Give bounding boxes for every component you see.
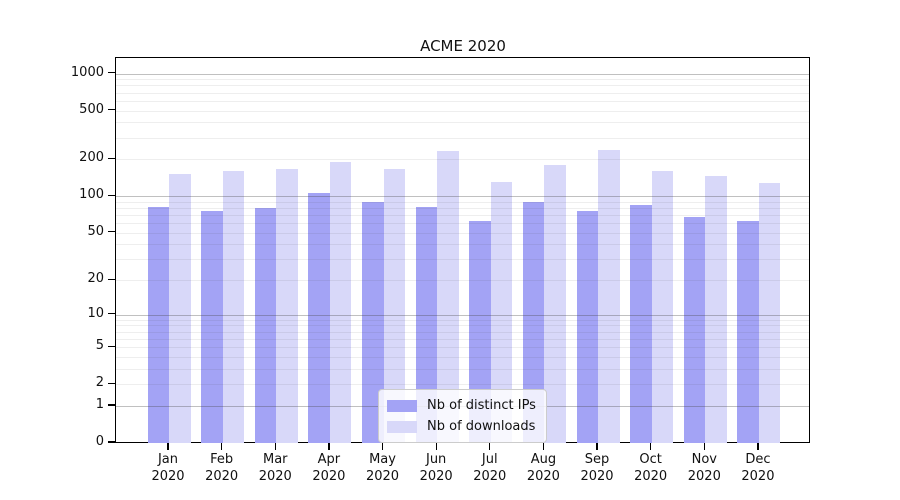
x-tick-label-nov: Nov 2020 xyxy=(687,452,721,484)
bar-downloads-nov xyxy=(705,175,727,443)
bar-distinct_ips-jun xyxy=(415,206,438,443)
y-tick-label-1000: 1000 xyxy=(70,64,104,80)
x-tick-label-aug: Aug 2020 xyxy=(526,452,560,484)
bar-distinct_ips-dec xyxy=(737,220,759,443)
y-tick-mark xyxy=(108,382,115,384)
y-tick-label-100: 100 xyxy=(79,187,104,203)
y-tick-label-20: 20 xyxy=(87,271,104,287)
bar-downloads-may xyxy=(383,168,406,443)
y-tick-mark xyxy=(108,441,115,443)
bars-layer xyxy=(116,58,809,443)
bar-downloads-dec xyxy=(758,183,781,443)
x-tick-label-may: May 2020 xyxy=(365,452,400,484)
bar-downloads-jan xyxy=(169,174,191,443)
y-tick-mark xyxy=(108,278,115,280)
distinct-ips-swatch-icon xyxy=(387,399,417,412)
x-tick-label-feb: Feb 2020 xyxy=(205,452,239,484)
legend-item-distinct-ips: Nb of distinct IPs xyxy=(387,395,536,416)
x-tick-mark xyxy=(328,443,330,450)
bar-downloads-jul xyxy=(490,182,513,443)
bar-distinct_ips-aug xyxy=(522,202,545,443)
y-tick-label-5: 5 xyxy=(95,338,104,354)
x-tick-mark xyxy=(381,443,384,450)
x-tick-mark xyxy=(274,443,276,450)
bar-downloads-jun xyxy=(437,150,459,443)
y-tick-mark xyxy=(108,157,115,159)
x-tick-mark xyxy=(703,443,705,450)
bar-downloads-apr xyxy=(329,161,352,443)
y-tick-label-500: 500 xyxy=(79,101,104,117)
y-tick-mark xyxy=(108,194,115,196)
x-tick-mark xyxy=(489,443,491,450)
x-tick-label-apr: Apr 2020 xyxy=(312,452,346,484)
y-tick-mark xyxy=(108,345,115,347)
bar-distinct_ips-apr xyxy=(308,192,330,443)
x-tick-mark xyxy=(435,443,437,450)
y-tick-mark xyxy=(108,71,115,74)
y-tick-label-50: 50 xyxy=(87,223,104,239)
y-tick-label-0: 0 xyxy=(95,434,104,449)
y-tick-mark xyxy=(108,313,115,315)
bar-distinct_ips-jan xyxy=(147,207,169,443)
bar-downloads-oct xyxy=(651,170,674,443)
bar-distinct_ips-oct xyxy=(630,205,652,443)
bar-distinct_ips-nov xyxy=(683,216,706,443)
legend-item-downloads: Nb of downloads xyxy=(387,416,536,437)
x-tick-label-jun: Jun 2020 xyxy=(419,452,453,484)
x-tick-mark xyxy=(650,443,652,450)
x-tick-label-mar: Mar 2020 xyxy=(258,452,292,484)
x-tick-mark xyxy=(220,443,223,450)
plot-area: Nb of distinct IPs Nb of downloads xyxy=(115,57,810,443)
legend-label-distinct-ips: Nb of distinct IPs xyxy=(427,398,536,413)
bar-distinct_ips-mar xyxy=(254,207,277,443)
y-tick-mark xyxy=(108,404,115,406)
x-tick-mark xyxy=(542,443,545,450)
y-tick-label-1: 1 xyxy=(95,396,104,412)
y-tick-label-10: 10 xyxy=(87,305,104,321)
bar-downloads-sep xyxy=(598,150,620,443)
y-tick-label-200: 200 xyxy=(79,150,104,166)
bar-distinct_ips-feb xyxy=(201,211,223,443)
y-tick-mark xyxy=(108,108,115,111)
legend-label-downloads: Nb of downloads xyxy=(427,419,536,434)
x-tick-label-jan: Jan 2020 xyxy=(151,452,185,484)
bar-distinct_ips-may xyxy=(362,201,384,443)
bar-distinct_ips-sep xyxy=(576,210,599,443)
y-tick-label-2: 2 xyxy=(95,375,104,391)
x-tick-label-jul: Jul 2020 xyxy=(473,452,507,484)
x-tick-mark xyxy=(167,443,169,450)
bar-downloads-aug xyxy=(544,164,566,443)
x-tick-mark xyxy=(596,443,598,450)
x-tick-label-dec: Dec 2020 xyxy=(741,452,775,484)
downloads-swatch-icon xyxy=(387,420,417,433)
bar-downloads-mar xyxy=(276,168,298,443)
y-tick-mark xyxy=(108,231,115,233)
x-tick-label-sep: Sep 2020 xyxy=(580,452,614,484)
bar-downloads-feb xyxy=(222,170,245,443)
bar-distinct_ips-jul xyxy=(469,220,491,443)
x-tick-label-oct: Oct 2020 xyxy=(634,452,668,484)
legend: Nb of distinct IPs Nb of downloads xyxy=(378,389,547,443)
x-tick-mark xyxy=(757,443,759,450)
chart-title: ACME 2020 xyxy=(420,37,506,55)
